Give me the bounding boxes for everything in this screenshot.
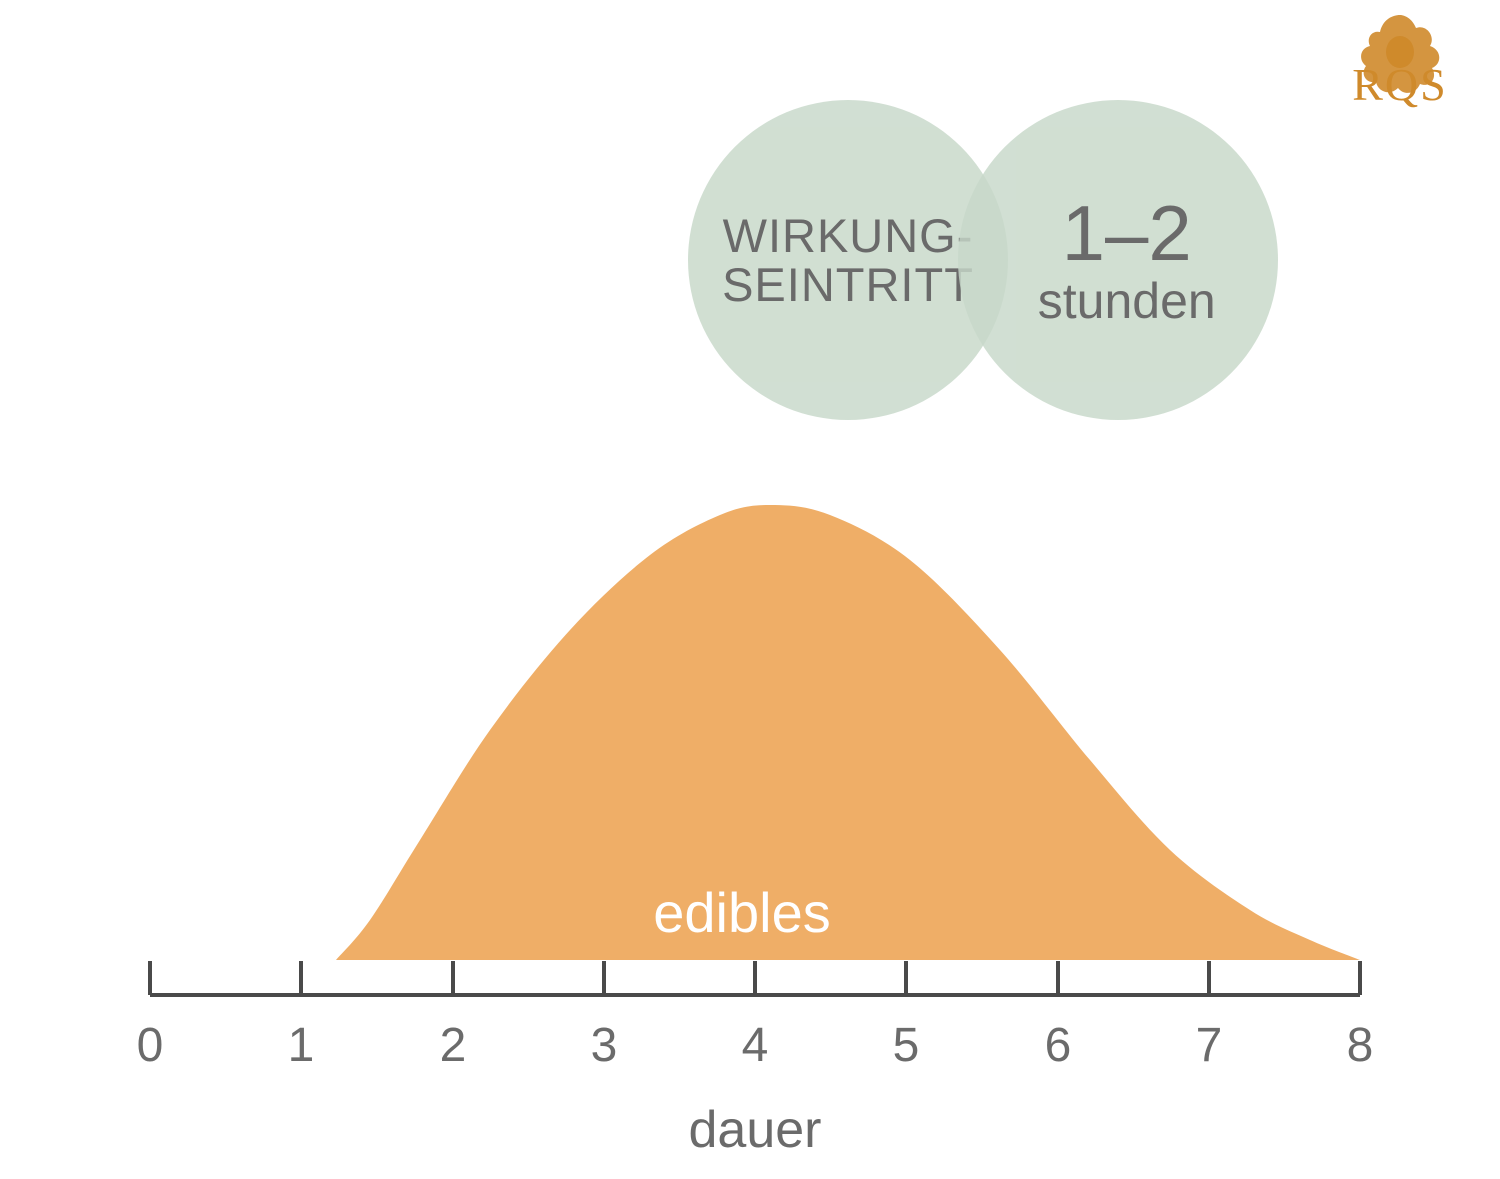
x-axis-tick-label: 7: [1196, 1018, 1223, 1073]
x-axis: [0, 0, 1500, 1179]
x-axis-tick-label: 2: [440, 1018, 467, 1073]
x-axis-tick-label: 4: [742, 1018, 769, 1073]
x-axis-title: dauer: [689, 1100, 822, 1160]
x-axis-tick-label: 5: [893, 1018, 920, 1073]
x-axis-tick-label: 8: [1347, 1018, 1374, 1073]
x-axis-tick-label: 0: [137, 1018, 164, 1073]
x-axis-tick-label: 6: [1045, 1018, 1072, 1073]
x-axis-tick-label: 1: [288, 1018, 315, 1073]
x-axis-tick-label: 3: [591, 1018, 618, 1073]
